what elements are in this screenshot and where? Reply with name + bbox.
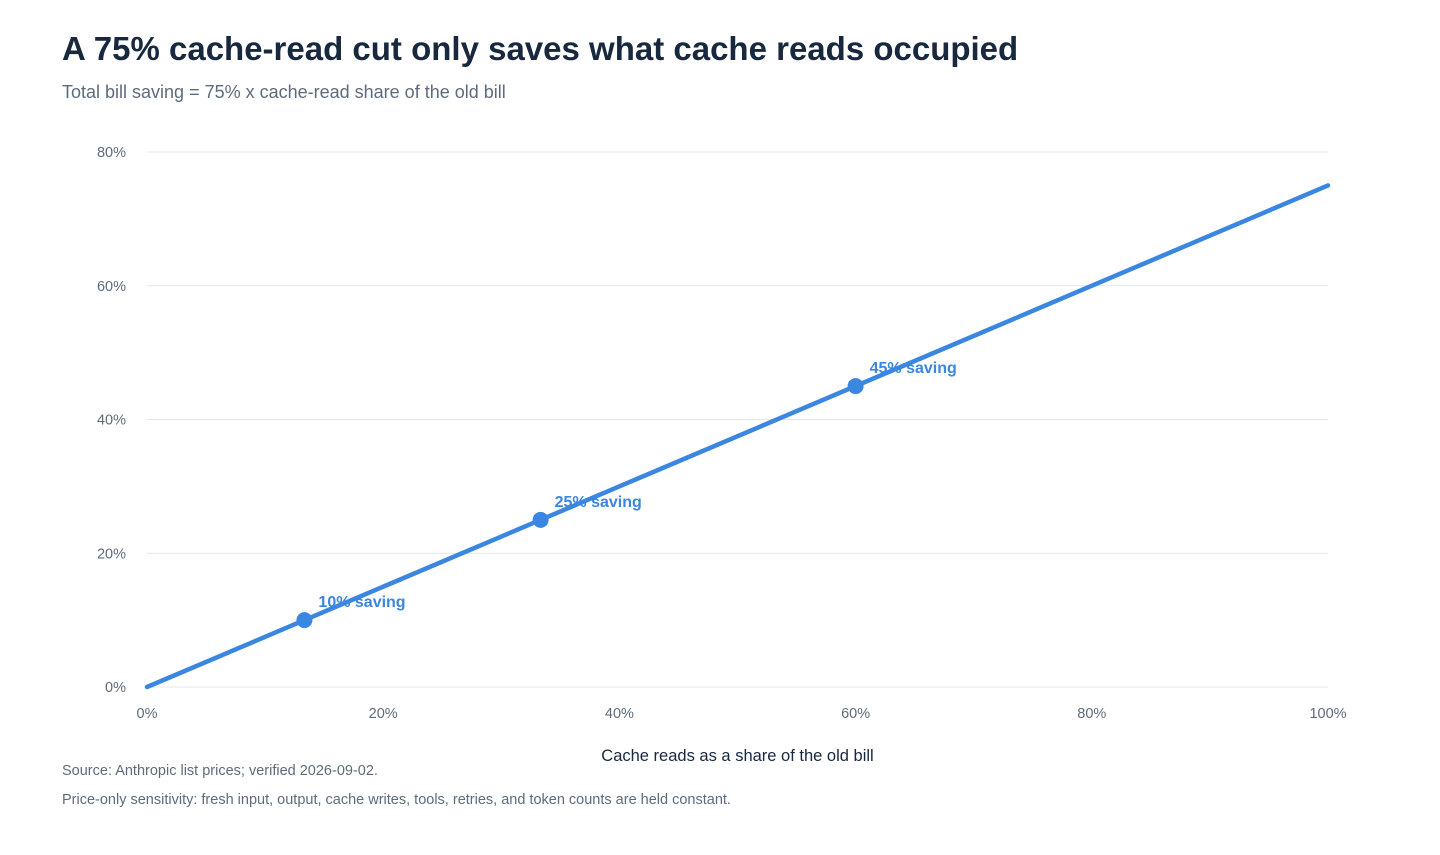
y-tick-label: 0% [105, 680, 126, 696]
x-axis-label: Cache reads as a share of the old bill [601, 747, 873, 765]
series-line [144, 183, 1331, 690]
x-tick-label: 20% [369, 706, 398, 722]
highlight-label: 45% saving [870, 360, 957, 377]
highlight-point [847, 378, 864, 395]
series-layer [144, 183, 1331, 690]
highlight-point [296, 612, 313, 629]
highlight-label: 25% saving [555, 494, 642, 511]
x-tick-label: 80% [1077, 706, 1106, 722]
y-tick-label: 80% [97, 145, 126, 161]
y-tick-label: 20% [97, 546, 126, 562]
grid-lines [147, 151, 1328, 688]
source-note: Source: Anthropic list prices; verified … [62, 763, 378, 779]
x-tick-label: 40% [605, 706, 634, 722]
x-tick-label: 100% [1309, 706, 1346, 722]
chart-title: A 75% cache-read cut only saves what cac… [62, 30, 1019, 67]
methodology-note: Price-only sensitivity: fresh input, out… [62, 792, 731, 808]
highlight-points: 10% saving 25% saving 45% saving [296, 360, 957, 629]
y-tick-label: 40% [97, 413, 126, 429]
highlight-point [532, 511, 549, 528]
y-tick-label: 60% [97, 279, 126, 295]
x-tick-label: 0% [137, 706, 158, 722]
chart-subtitle: Total bill saving = 75% x cache-read sha… [62, 82, 506, 102]
highlight-label: 10% saving [318, 594, 405, 611]
x-tick-label: 60% [841, 706, 870, 722]
axis-ticks: 0% 20% 40% 60% 80% 0% 20% 40% 60% 80% 100% [97, 145, 1347, 722]
